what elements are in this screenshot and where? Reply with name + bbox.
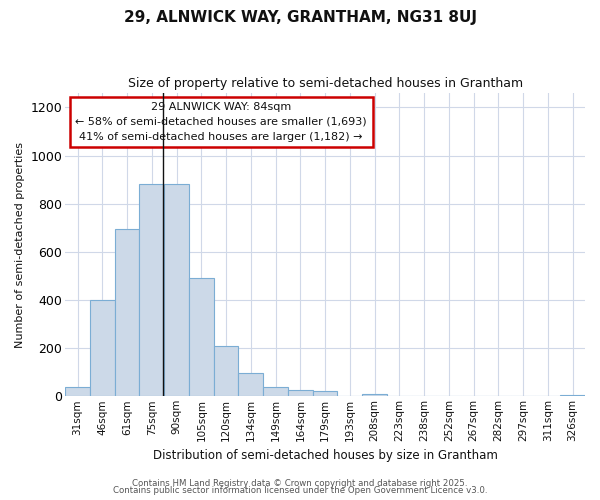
- Bar: [90, 300, 115, 396]
- Title: Size of property relative to semi-detached houses in Grantham: Size of property relative to semi-detach…: [128, 78, 523, 90]
- Bar: [288, 390, 313, 396]
- Bar: [313, 392, 337, 396]
- Bar: [560, 395, 585, 396]
- Bar: [238, 374, 263, 396]
- Bar: [115, 229, 139, 396]
- Bar: [139, 184, 164, 396]
- X-axis label: Distribution of semi-detached houses by size in Grantham: Distribution of semi-detached houses by …: [152, 450, 497, 462]
- Text: Contains public sector information licensed under the Open Government Licence v3: Contains public sector information licen…: [113, 486, 487, 495]
- Y-axis label: Number of semi-detached properties: Number of semi-detached properties: [15, 142, 25, 348]
- Bar: [164, 184, 189, 396]
- Text: Contains HM Land Registry data © Crown copyright and database right 2025.: Contains HM Land Registry data © Crown c…: [132, 478, 468, 488]
- Bar: [214, 346, 238, 397]
- Bar: [263, 386, 288, 396]
- Text: 29 ALNWICK WAY: 84sqm
← 58% of semi-detached houses are smaller (1,693)
41% of s: 29 ALNWICK WAY: 84sqm ← 58% of semi-deta…: [76, 102, 367, 142]
- Bar: [189, 278, 214, 396]
- Bar: [65, 386, 90, 396]
- Bar: [362, 394, 387, 396]
- Text: 29, ALNWICK WAY, GRANTHAM, NG31 8UJ: 29, ALNWICK WAY, GRANTHAM, NG31 8UJ: [124, 10, 476, 25]
